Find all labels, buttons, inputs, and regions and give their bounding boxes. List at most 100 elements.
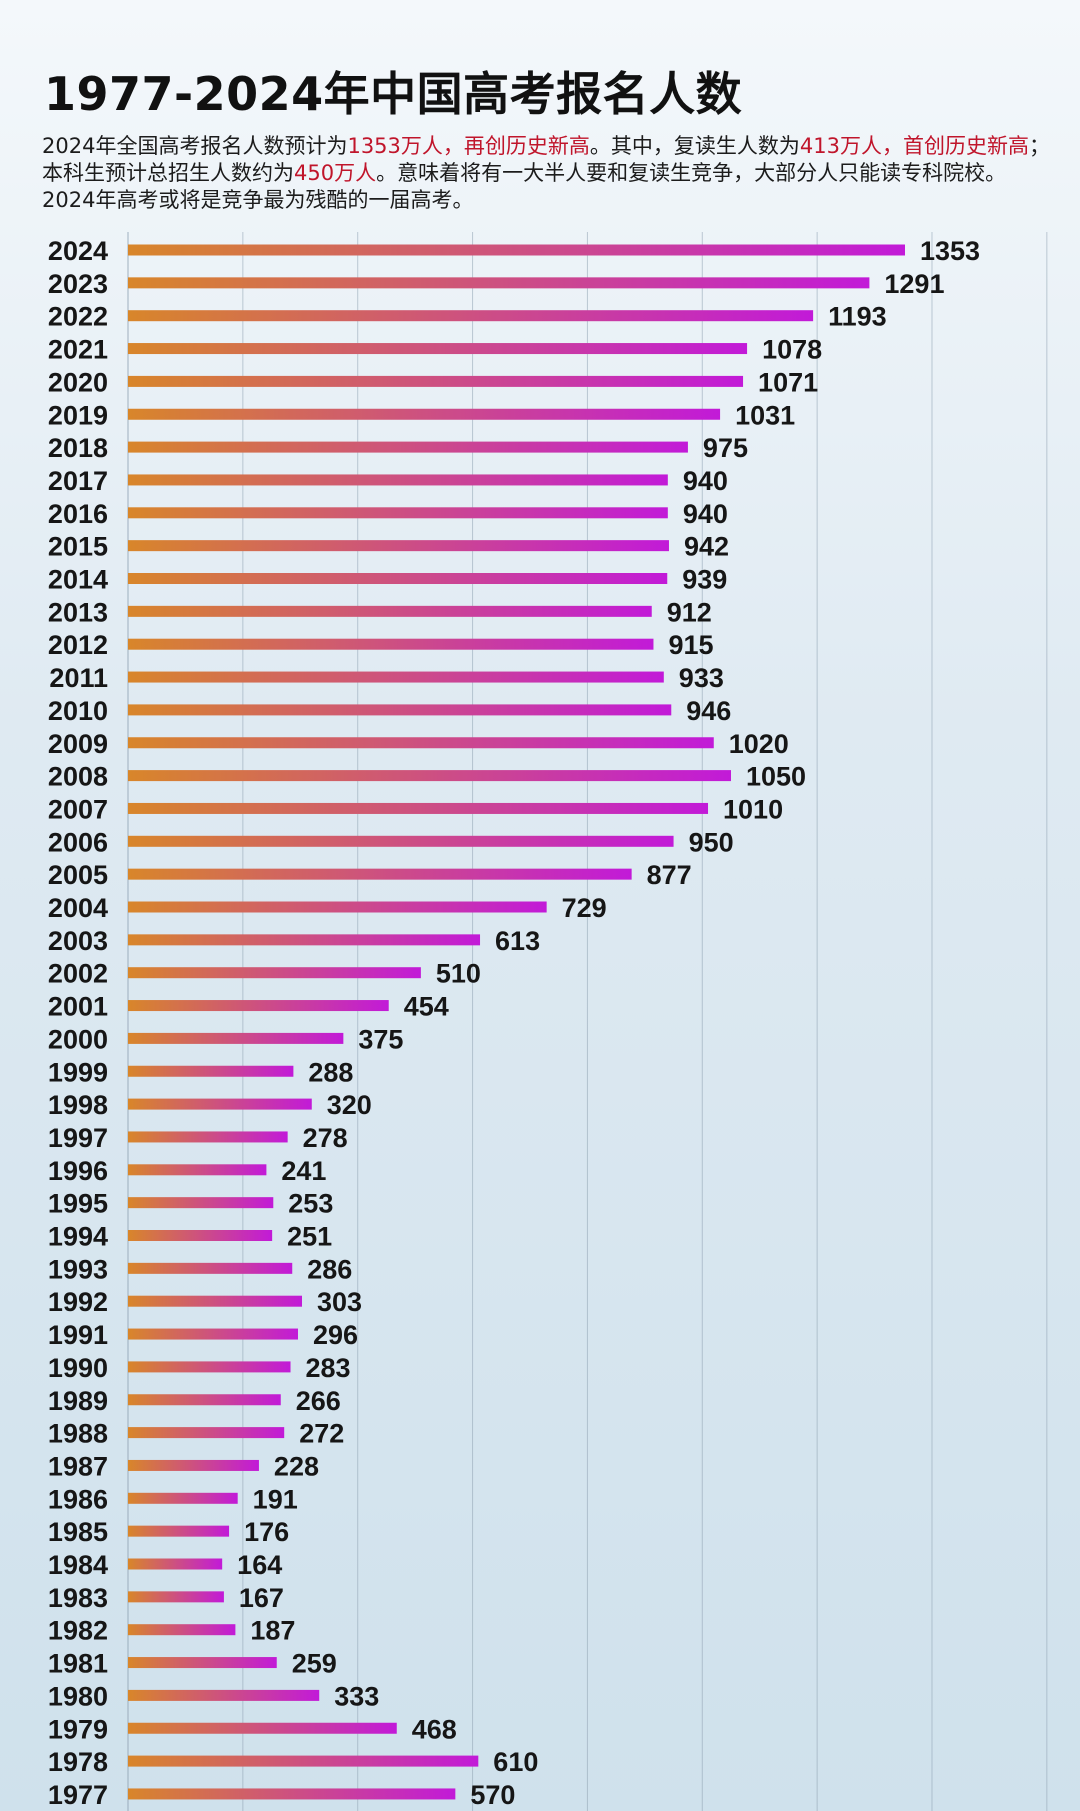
value-label: 468 bbox=[412, 1714, 457, 1744]
year-label: 1992 bbox=[48, 1287, 108, 1317]
bars bbox=[128, 244, 905, 1800]
description-text: ；本科生预计总招生人数约为 bbox=[42, 134, 1050, 185]
bar-2001 bbox=[128, 1000, 389, 1012]
bar-1978 bbox=[128, 1755, 479, 1767]
value-label: 570 bbox=[470, 1780, 515, 1810]
description-text: 。意味着将有一大半人要和复读生竞争，大部分人只能读专科院校。2024年高考或将是… bbox=[42, 161, 1007, 212]
bar-2008 bbox=[128, 770, 731, 782]
value-label: 286 bbox=[307, 1254, 352, 1284]
year-label: 2022 bbox=[48, 302, 108, 332]
bar-2024 bbox=[128, 244, 905, 256]
value-label: 272 bbox=[299, 1419, 344, 1449]
year-label: 2012 bbox=[48, 630, 108, 660]
value-label: 1291 bbox=[884, 269, 944, 299]
value-label: 1031 bbox=[735, 400, 795, 430]
year-label: 2011 bbox=[49, 663, 108, 693]
year-label: 2002 bbox=[48, 959, 108, 989]
bar-1977 bbox=[128, 1788, 456, 1800]
bar-2003 bbox=[128, 934, 481, 946]
year-label: 2005 bbox=[48, 860, 108, 890]
highlighted-text: 450万人 bbox=[294, 161, 377, 185]
year-label: 2020 bbox=[48, 367, 108, 397]
value-label: 191 bbox=[253, 1484, 298, 1514]
value-label: 940 bbox=[683, 466, 728, 496]
bar-1989 bbox=[128, 1394, 281, 1406]
year-label: 1981 bbox=[48, 1649, 108, 1679]
year-label: 1986 bbox=[48, 1484, 108, 1514]
year-label: 2018 bbox=[48, 433, 108, 463]
bar-2019 bbox=[128, 408, 721, 420]
year-label: 2004 bbox=[48, 893, 108, 923]
bar-1984 bbox=[128, 1558, 223, 1570]
value-label: 610 bbox=[493, 1747, 538, 1777]
value-label: 164 bbox=[237, 1550, 282, 1580]
value-label: 1010 bbox=[723, 794, 783, 824]
value-label: 940 bbox=[683, 499, 728, 529]
value-label: 510 bbox=[436, 959, 481, 989]
value-label: 1193 bbox=[828, 302, 887, 332]
bar-2013 bbox=[128, 605, 652, 617]
value-label: 950 bbox=[689, 827, 734, 857]
bar-1991 bbox=[128, 1328, 298, 1340]
year-label: 1984 bbox=[48, 1550, 108, 1580]
year-label: 1989 bbox=[48, 1386, 108, 1416]
bar-2009 bbox=[128, 737, 714, 749]
value-label: 1078 bbox=[762, 335, 822, 365]
value-label: 375 bbox=[358, 1024, 403, 1054]
year-label: 2009 bbox=[48, 729, 108, 759]
year-label: 1979 bbox=[48, 1714, 108, 1744]
year-label: 2019 bbox=[48, 400, 108, 430]
highlighted-text: 413万人，首创历史新高 bbox=[799, 134, 1029, 158]
year-label: 1995 bbox=[48, 1189, 108, 1219]
year-label: 1985 bbox=[48, 1517, 108, 1547]
year-label: 1997 bbox=[48, 1123, 108, 1153]
bar-1982 bbox=[128, 1624, 236, 1636]
year-label: 2017 bbox=[48, 466, 108, 496]
year-label: 2003 bbox=[48, 926, 108, 956]
value-label: 975 bbox=[703, 433, 748, 463]
year-label: 2006 bbox=[48, 827, 108, 857]
year-label: 1987 bbox=[48, 1451, 108, 1481]
value-label: 303 bbox=[317, 1287, 362, 1317]
bar-1990 bbox=[128, 1361, 291, 1373]
year-label: 1994 bbox=[48, 1222, 108, 1252]
year-label: 1977 bbox=[48, 1780, 108, 1810]
year-label: 2007 bbox=[48, 794, 108, 824]
year-label: 1978 bbox=[48, 1747, 108, 1777]
value-label: 296 bbox=[313, 1320, 358, 1350]
year-label: 2023 bbox=[48, 269, 108, 299]
value-label: 251 bbox=[287, 1222, 332, 1252]
bar-1985 bbox=[128, 1525, 230, 1537]
year-label: 2021 bbox=[48, 335, 108, 365]
year-label: 2010 bbox=[48, 696, 108, 726]
bar-2004 bbox=[128, 901, 547, 913]
bar-1981 bbox=[128, 1657, 277, 1669]
bar-1996 bbox=[128, 1164, 267, 1176]
value-label: 946 bbox=[686, 696, 731, 726]
bar-1980 bbox=[128, 1689, 320, 1701]
bar-1983 bbox=[128, 1591, 224, 1603]
value-label: 1071 bbox=[758, 367, 818, 397]
chart-description: 2024年全国高考报名人数预计为1353万人，再创历史新高。其中，复读生人数为4… bbox=[42, 133, 1052, 214]
bar-2000 bbox=[128, 1032, 344, 1044]
bar-1999 bbox=[128, 1065, 294, 1077]
value-label: 288 bbox=[308, 1057, 353, 1087]
year-label: 2013 bbox=[48, 597, 108, 627]
bar-1993 bbox=[128, 1262, 293, 1274]
value-label: 1020 bbox=[729, 729, 789, 759]
value-label: 320 bbox=[327, 1090, 372, 1120]
year-label: 1990 bbox=[48, 1353, 108, 1383]
bar-2014 bbox=[128, 573, 668, 584]
bar-1998 bbox=[128, 1098, 312, 1110]
value-label: 278 bbox=[303, 1123, 348, 1153]
year-label: 1999 bbox=[48, 1057, 108, 1087]
bar-2006 bbox=[128, 835, 674, 847]
value-label: 1050 bbox=[746, 762, 806, 792]
bar-2022 bbox=[128, 310, 814, 322]
year-label: 1988 bbox=[48, 1419, 108, 1449]
year-label: 1996 bbox=[48, 1156, 108, 1186]
bar-2010 bbox=[128, 704, 672, 716]
bar-2002 bbox=[128, 967, 421, 979]
bar-2017 bbox=[128, 474, 668, 486]
bar-1979 bbox=[128, 1722, 397, 1734]
